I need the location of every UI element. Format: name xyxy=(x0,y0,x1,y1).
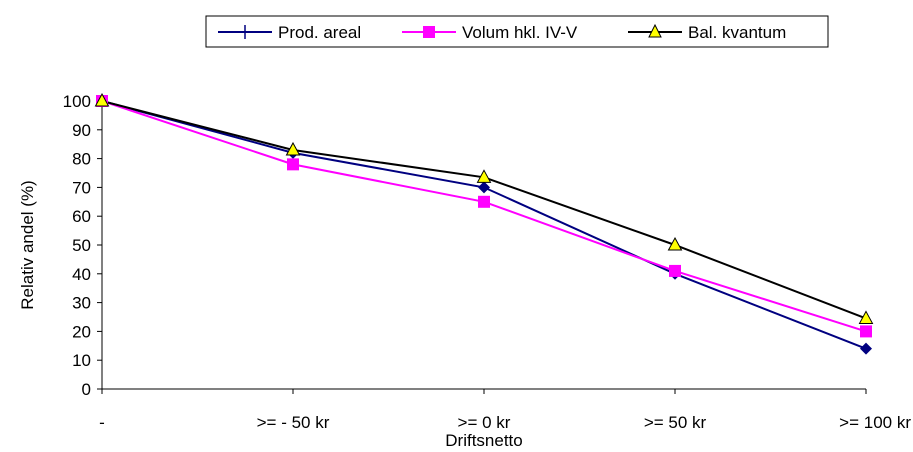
y-tick-label: 20 xyxy=(72,322,91,341)
y-tick-label: 40 xyxy=(72,265,91,284)
legend-marker-2 xyxy=(648,23,662,38)
y-tick-label: 70 xyxy=(72,178,91,197)
y-tick-label: 0 xyxy=(82,380,91,399)
legend-label-0: Prod. areal xyxy=(278,23,361,42)
y-tick-label: 10 xyxy=(72,351,91,370)
y-tick-label: 80 xyxy=(72,150,91,169)
series-point-1 xyxy=(287,158,299,171)
legend-item-1: Volum hkl. IV-V xyxy=(402,23,578,42)
x-tick-label: >= 0 kr xyxy=(458,413,511,432)
series-line-1 xyxy=(101,100,867,333)
y-tick-label: 90 xyxy=(72,121,91,140)
y-axis-title: Relativ andel (%) xyxy=(18,180,37,309)
series-line-2 xyxy=(101,100,867,320)
x-tick-label: >= - 50 kr xyxy=(257,413,330,432)
x-tick-label: >= 50 kr xyxy=(644,413,707,432)
y-tick-label: 30 xyxy=(72,294,91,313)
series-point-2 xyxy=(476,169,492,183)
y-tick-label: 100 xyxy=(63,92,91,111)
series-point-2 xyxy=(285,141,301,156)
legend-label-2: Bal. kvantum xyxy=(688,23,786,42)
legend-box xyxy=(205,15,829,48)
series-point-1 xyxy=(669,264,681,277)
legend-item-2: Bal. kvantum xyxy=(628,23,786,42)
series-point-0 xyxy=(478,181,490,194)
series-point-2 xyxy=(667,236,683,251)
series-point-1 xyxy=(478,195,490,208)
series-layer xyxy=(94,92,874,355)
x-tick-label: - xyxy=(99,413,105,432)
legend: Prod. areal Volum hkl. IV-V Bal. kvantum xyxy=(205,15,829,48)
legend-label-1: Volum hkl. IV-V xyxy=(462,23,578,42)
x-tick-label: >= 100 kr xyxy=(839,413,911,432)
y-tick-label: 60 xyxy=(72,207,91,226)
y-tick-label: 50 xyxy=(72,236,91,255)
series-point-2 xyxy=(94,92,110,107)
series-point-1 xyxy=(860,325,872,338)
legend-item-0: Prod. areal xyxy=(218,23,361,42)
series-point-2 xyxy=(858,310,874,324)
legend-marker-1 xyxy=(423,26,435,38)
x-axis-title: Driftsnetto xyxy=(445,431,522,450)
series-point-0 xyxy=(860,342,872,355)
y-ticks: 0 10 20 30 40 50 60 70 80 90 100 xyxy=(63,92,102,399)
x-ticks: - >= - 50 kr >= 0 kr >= 50 kr >= 100 kr xyxy=(99,389,911,432)
